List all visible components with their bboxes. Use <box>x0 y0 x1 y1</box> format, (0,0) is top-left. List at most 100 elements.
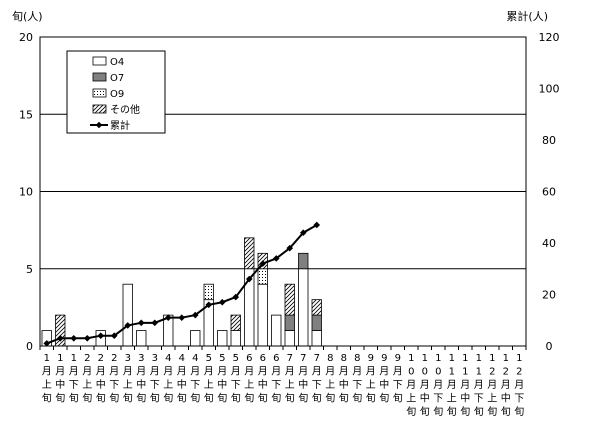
x-tick-label: 1 <box>449 353 455 364</box>
x-tick-label: 4 <box>165 353 171 364</box>
x-tick-label: 7 <box>287 353 293 364</box>
x-tick-label: 上 <box>82 379 92 391</box>
right-tick-labels: 0 20 40 60 80 100 120 <box>539 31 560 353</box>
bar-3-13 <box>203 283 214 301</box>
x-tick-label: 6 <box>260 353 266 364</box>
x-tick-label: 1 <box>476 367 482 378</box>
x-tick-label: 月 <box>82 366 92 378</box>
x-tick-label: 月 <box>231 366 241 378</box>
x-tick-label: 1 <box>44 353 50 364</box>
bar-1-15 <box>230 330 241 347</box>
x-tick-label: 8 <box>327 353 333 364</box>
x-tick-label: 月 <box>433 379 443 391</box>
x-tick-label: 下 <box>312 380 322 391</box>
x-tick-label: 7 <box>314 353 320 364</box>
x-tick-label: 4 <box>179 353 185 364</box>
x-tick-label: 月 <box>514 379 524 391</box>
x-tick-label: 5 <box>206 353 212 364</box>
x-tick-label: 下 <box>109 380 119 391</box>
x-tick-label: 旬 <box>325 392 335 405</box>
x-tick-label: 旬 <box>163 392 173 405</box>
gridlines <box>40 113 526 270</box>
x-tick-label: 2 <box>84 353 90 364</box>
x-tick-label: 上 <box>163 379 173 391</box>
x-tick-label: 月 <box>258 366 268 378</box>
x-tick-label: 旬 <box>285 392 295 405</box>
x-tick-label: 下 <box>474 394 484 405</box>
x-tick-label: 月 <box>42 366 52 378</box>
x-tick-label: 月 <box>55 366 65 378</box>
x-tick-label: 下 <box>231 380 241 391</box>
x-tick-label: 月 <box>217 366 227 378</box>
legend-swatch-4 <box>92 104 107 114</box>
x-tick-label: 7 <box>300 353 306 364</box>
x-tick-label: 月 <box>271 366 281 378</box>
y-tick-label: 15 <box>19 108 33 121</box>
x-tick-label: 旬 <box>177 392 187 405</box>
x-tick-label: 6 <box>246 353 252 364</box>
x-tick-label: 2 <box>111 353 117 364</box>
x-tick-label: 2 <box>516 367 522 378</box>
x-tick-label: 月 <box>136 366 146 378</box>
x-tick-label: 旬 <box>109 392 119 405</box>
cumulative-point <box>272 255 280 262</box>
x-tick-label: 月 <box>487 379 497 391</box>
x-tick-label: 月 <box>339 366 349 378</box>
bar-1-8 <box>136 330 147 347</box>
x-tick-label: 旬 <box>352 392 362 405</box>
cumulative-line <box>43 221 321 347</box>
x-tick-label: 中 <box>420 392 430 405</box>
bar-1-14 <box>217 330 228 347</box>
x-tick-label: 中 <box>258 378 268 391</box>
cumulative-point <box>124 322 132 329</box>
x-tick-label: 月 <box>285 366 295 378</box>
x-tick-label: 2 <box>98 353 104 364</box>
x-tick-label: 下 <box>190 380 200 391</box>
x-tick-label: 旬 <box>190 392 200 405</box>
x-tick-label: 0 <box>408 367 414 378</box>
cumulative-point <box>43 340 51 347</box>
x-tick-label: 3 <box>138 353 144 364</box>
x-tick-label: 月 <box>204 366 214 378</box>
x-tick-label: 月 <box>96 366 106 378</box>
bars <box>41 237 322 347</box>
x-tick-label: 月 <box>406 379 416 391</box>
bar-3-17 <box>257 268 268 285</box>
legend-label-cumulative: 累計 <box>110 119 130 132</box>
bar-1-21 <box>311 330 322 347</box>
x-tick-label: 旬 <box>258 392 268 405</box>
x-tick-label: 旬 <box>82 392 92 405</box>
x-tick-label: 旬 <box>96 392 106 405</box>
x-tick-label: 2 <box>503 367 509 378</box>
x-tick-label: 3 <box>125 353 131 364</box>
bar-1-12 <box>190 330 201 347</box>
bar-4-21 <box>311 299 322 316</box>
y2-tick-label: 100 <box>539 83 560 96</box>
x-tick-label: 中 <box>177 378 187 391</box>
x-tick-label: 下 <box>150 380 160 391</box>
y-tick-label: 10 <box>19 186 33 199</box>
cumulative-point <box>191 311 199 319</box>
x-tick-label: 旬 <box>447 405 457 418</box>
x-tick-label: 下 <box>352 380 362 391</box>
x-tick-label: 上 <box>285 379 295 391</box>
x-tick-label: 4 <box>192 353 198 364</box>
legend-line-marker <box>95 121 103 129</box>
x-tick-label: 旬 <box>204 392 214 405</box>
cumulative-point <box>56 334 64 342</box>
x-tick-label: 上 <box>447 393 457 405</box>
y2-tick-label: 60 <box>542 186 556 199</box>
x-tick-label: 旬 <box>42 392 52 405</box>
x-tick-label: 旬 <box>231 392 241 405</box>
legend-label-3: O9 <box>110 89 124 100</box>
x-tick-label: 旬 <box>501 405 511 418</box>
x-tick-label: 月 <box>352 366 362 378</box>
y-tick-label: 5 <box>26 263 33 276</box>
bar-4-19 <box>284 283 295 316</box>
x-tick-label: 旬 <box>69 392 79 405</box>
x-tick-label: 上 <box>123 379 133 391</box>
left-tick-labels: 0 5 10 15 20 <box>19 31 33 353</box>
x-tick-label: 上 <box>325 379 335 391</box>
x-tick-label: 1 <box>435 353 441 364</box>
